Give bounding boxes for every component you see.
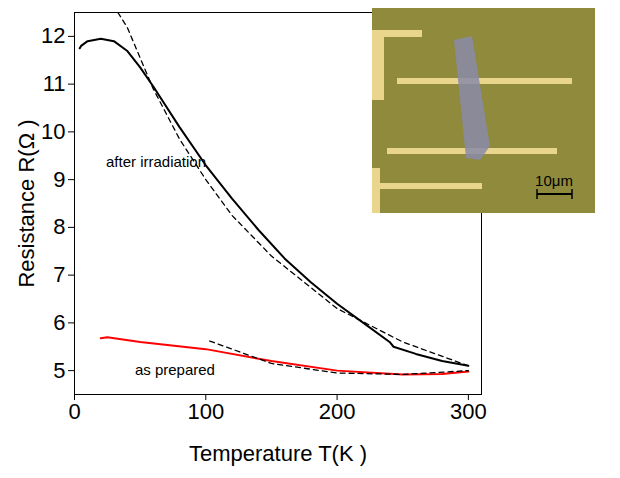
svg-text:as prepared: as prepared [135,361,215,378]
svg-text:7: 7 [53,262,65,287]
svg-text:Temperature T(K ): Temperature T(K ) [189,441,367,466]
svg-text:6: 6 [53,310,65,335]
svg-text:11: 11 [43,71,66,96]
svg-text:8: 8 [53,214,65,239]
svg-text:200: 200 [319,399,356,424]
svg-text:Resistance R(Ω ): Resistance R(Ω ) [14,119,39,287]
svg-text:10: 10 [41,119,65,144]
svg-text:9: 9 [53,167,65,192]
svg-text:300: 300 [450,399,487,424]
svg-text:100: 100 [187,399,224,424]
svg-text:0: 0 [68,399,80,424]
svg-text:5: 5 [53,358,65,383]
svg-text:12: 12 [41,23,65,48]
svg-text:10μm: 10μm [535,172,573,189]
svg-text:after irradiation: after irradiation [106,153,206,170]
